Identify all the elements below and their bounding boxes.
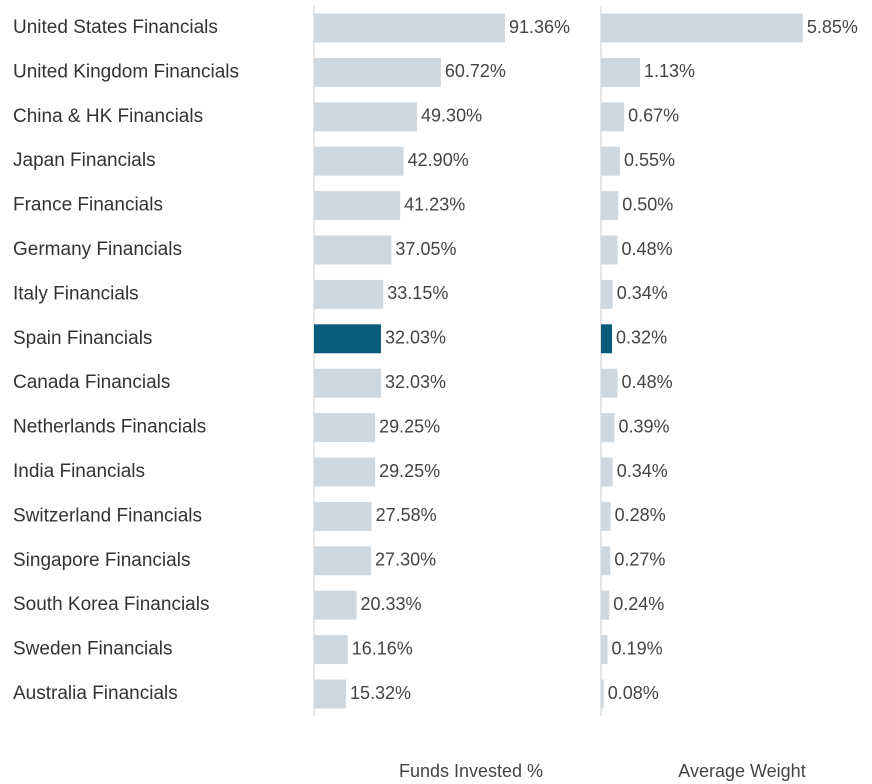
value-label: 33.15% bbox=[387, 283, 448, 303]
value-label: 0.28% bbox=[615, 505, 666, 525]
category-label: Australia Financials bbox=[13, 683, 178, 704]
value-label: 5.85% bbox=[807, 17, 858, 37]
category-label: Canada Financials bbox=[13, 372, 170, 393]
value-label: 0.34% bbox=[617, 283, 668, 303]
bar bbox=[601, 279, 613, 309]
bar bbox=[314, 413, 376, 443]
category-label: Singapore Financials bbox=[13, 550, 190, 571]
value-label: 49.30% bbox=[421, 106, 482, 126]
value-label: 0.27% bbox=[614, 550, 665, 570]
axis-title: Average Weight bbox=[678, 761, 805, 781]
bar bbox=[314, 635, 348, 665]
value-label: 0.32% bbox=[616, 328, 667, 348]
value-label: 0.39% bbox=[618, 416, 669, 436]
value-label: 60.72% bbox=[445, 61, 506, 81]
value-label: 0.48% bbox=[622, 239, 673, 259]
value-label: 0.34% bbox=[617, 461, 668, 481]
category-label: Italy Financials bbox=[13, 283, 139, 304]
category-label: South Korea Financials bbox=[13, 594, 209, 615]
bar bbox=[601, 13, 803, 43]
value-label: 27.30% bbox=[375, 550, 436, 570]
value-label: 20.33% bbox=[360, 594, 421, 614]
category-label: Spain Financials bbox=[13, 328, 152, 349]
value-label: 16.16% bbox=[352, 638, 413, 658]
bar bbox=[314, 191, 401, 221]
category-label: Sweden Financials bbox=[13, 639, 172, 660]
category-label: France Financials bbox=[13, 195, 163, 216]
bar bbox=[601, 235, 618, 265]
value-label: 0.19% bbox=[612, 638, 663, 658]
bar bbox=[314, 546, 372, 576]
value-label: 0.55% bbox=[624, 150, 675, 170]
category-label: India Financials bbox=[13, 461, 145, 482]
bar bbox=[601, 546, 611, 576]
bar bbox=[601, 501, 611, 531]
value-label: 0.08% bbox=[608, 683, 659, 703]
value-label: 41.23% bbox=[404, 194, 465, 214]
bar bbox=[314, 590, 357, 620]
category-label: Switzerland Financials bbox=[13, 505, 202, 526]
value-label: 0.67% bbox=[628, 106, 679, 126]
category-label: Netherlands Financials bbox=[13, 417, 206, 438]
category-label: China & HK Financials bbox=[13, 106, 203, 127]
value-label: 1.13% bbox=[644, 61, 695, 81]
bar bbox=[601, 57, 640, 87]
bar bbox=[601, 102, 625, 132]
bar bbox=[314, 13, 505, 43]
value-label: 0.48% bbox=[622, 372, 673, 392]
bar bbox=[601, 191, 619, 221]
value-label: 15.32% bbox=[350, 683, 411, 703]
value-label: 42.90% bbox=[408, 150, 469, 170]
category-label: United Kingdom Financials bbox=[13, 61, 239, 82]
bar bbox=[314, 457, 376, 487]
category-label: Germany Financials bbox=[13, 239, 182, 260]
bar bbox=[601, 635, 608, 665]
value-label: 29.25% bbox=[379, 416, 440, 436]
bar bbox=[601, 413, 615, 443]
bar bbox=[314, 679, 347, 709]
bar bbox=[314, 279, 384, 309]
bar bbox=[314, 368, 381, 398]
bar bbox=[601, 324, 613, 354]
value-label: 0.50% bbox=[622, 194, 673, 214]
bar bbox=[601, 368, 618, 398]
bar bbox=[314, 146, 404, 176]
value-label: 29.25% bbox=[379, 461, 440, 481]
axis-title: Funds Invested % bbox=[399, 761, 543, 781]
bar bbox=[601, 457, 613, 487]
bar bbox=[314, 324, 381, 354]
value-label: 91.36% bbox=[509, 17, 570, 37]
category-label: Japan Financials bbox=[13, 150, 156, 171]
value-label: 37.05% bbox=[395, 239, 456, 259]
bar bbox=[314, 57, 441, 87]
bar bbox=[601, 146, 620, 176]
value-label: 27.58% bbox=[376, 505, 437, 525]
value-label: 32.03% bbox=[385, 328, 446, 348]
bar bbox=[601, 590, 610, 620]
value-label: 0.24% bbox=[613, 594, 664, 614]
bar bbox=[314, 102, 418, 132]
value-label: 32.03% bbox=[385, 372, 446, 392]
bar bbox=[314, 235, 392, 265]
bar bbox=[601, 679, 604, 709]
category-label: United States Financials bbox=[13, 17, 218, 38]
bar bbox=[314, 501, 372, 531]
